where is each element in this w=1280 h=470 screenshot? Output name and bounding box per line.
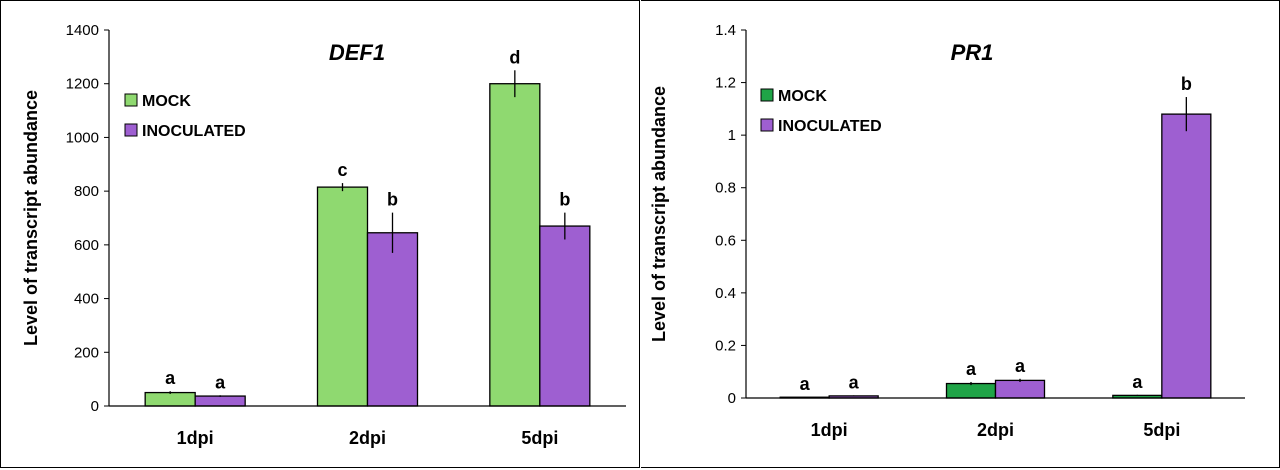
legend-label-mock: MOCK xyxy=(142,93,191,110)
bar-mock-5dpi xyxy=(489,83,541,407)
y-tick-label: 1.4 xyxy=(715,22,736,39)
y-tick-label: 1400 xyxy=(66,22,99,39)
bar-inoculated-2dpi xyxy=(366,232,419,407)
y-tick-label: 800 xyxy=(74,183,99,200)
bar-inoculated-2dpi xyxy=(994,379,1046,399)
legend-label-inoculated: INOCULATED xyxy=(142,123,246,140)
significance-letter: b xyxy=(387,190,398,210)
y-tick-label: 0.4 xyxy=(715,285,736,302)
chart-def1: Level of transcript abundance 0 200 400 600 8… xyxy=(21,22,626,448)
y-tick-label: 1000 xyxy=(66,129,99,146)
y-tick-label: 400 xyxy=(74,291,99,308)
bar-mock-2dpi xyxy=(945,382,997,399)
significance-letter: b xyxy=(1181,74,1192,94)
y-tick-label: 1 xyxy=(728,127,736,144)
bar-mock-1dpi xyxy=(144,391,196,407)
x-tick-label: 1dpi xyxy=(177,428,214,448)
y-tick-label: 200 xyxy=(74,344,99,361)
y-tick-label: 0.8 xyxy=(715,180,736,197)
legend-swatch-mock xyxy=(124,93,138,107)
y-axis-label: Level of transcript abundance xyxy=(21,90,41,346)
bar-mock-2dpi xyxy=(316,186,369,407)
x-tick-label: 1dpi xyxy=(811,420,848,440)
chart-title: PR1 xyxy=(951,40,994,65)
chart-title: DEF1 xyxy=(329,40,385,65)
significance-letter: a xyxy=(800,374,811,394)
x-tick-label: 2dpi xyxy=(349,428,386,448)
chart-panel-pr1: Level of transcript abundance 0 0.2 0.4 0.6 0… xyxy=(641,0,1280,468)
y-tick-label: 1.2 xyxy=(715,75,736,92)
significance-letter: a xyxy=(1132,372,1143,392)
significance-letter: a xyxy=(215,372,226,392)
legend-swatch-mock xyxy=(760,88,774,102)
x-tick-label: 5dpi xyxy=(521,428,558,448)
y-tick-label: 600 xyxy=(74,237,99,254)
legend-swatch-inoculated xyxy=(760,118,774,132)
y-tick-label: 0.2 xyxy=(715,337,736,354)
y-tick-label: 0 xyxy=(728,390,736,407)
significance-letter: d xyxy=(509,47,520,67)
significance-letter: a xyxy=(966,359,977,379)
bar-inoculated-5dpi xyxy=(1161,113,1212,399)
legend-label-inoculated: INOCULATED xyxy=(778,118,882,135)
x-tick-label: 2dpi xyxy=(977,420,1014,440)
bar-inoculated-5dpi xyxy=(539,225,591,407)
significance-letter: a xyxy=(1015,356,1026,376)
y-axis-label: Level of transcript abundance xyxy=(649,86,669,342)
legend-label-mock: MOCK xyxy=(778,88,827,105)
significance-letter: b xyxy=(559,190,570,210)
significance-letter: c xyxy=(337,160,347,180)
legend-swatch-inoculated xyxy=(124,123,138,137)
y-tick-label: 0 xyxy=(91,398,99,415)
x-tick-label: 5dpi xyxy=(1143,420,1180,440)
y-tick-label: 0.6 xyxy=(715,232,736,249)
significance-letter: a xyxy=(165,368,176,388)
significance-letter: a xyxy=(849,372,860,392)
y-tick-label: 1200 xyxy=(66,76,99,93)
bar-inoculated-1dpi xyxy=(194,395,246,407)
chart-panel-def1: Level of transcript abundance 0 200 400 600 8… xyxy=(0,0,640,468)
chart-pr1: Level of transcript abundance 0 0.2 0.4 0.6 0… xyxy=(649,22,1245,440)
